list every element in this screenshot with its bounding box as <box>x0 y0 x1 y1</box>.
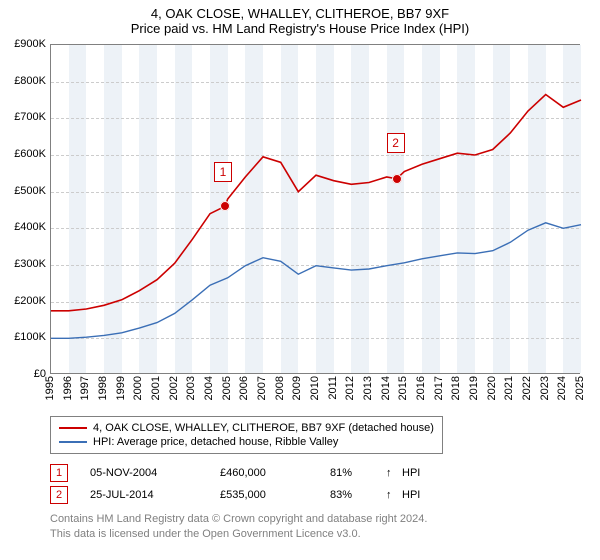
chart-xtick-label: 2009 <box>291 376 303 400</box>
chart-marker-point <box>392 174 402 184</box>
chart-xtick-label: 2010 <box>309 376 321 400</box>
footer-line-2: This data is licensed under the Open Gov… <box>50 527 427 542</box>
legend-item: HPI: Average price, detached house, Ribb… <box>59 435 434 449</box>
chart-plot: 12 <box>50 44 580 374</box>
chart-ytick-label: £200K <box>2 295 46 307</box>
chart-xtick-label: 2011 <box>327 376 339 400</box>
arrow-up-icon: ↑ <box>386 467 402 479</box>
footer-line-1: Contains HM Land Registry data © Crown c… <box>50 512 427 527</box>
chart-xtick-label: 1995 <box>44 376 56 400</box>
chart-xtick-label: 2006 <box>238 376 250 400</box>
page-title: 4, OAK CLOSE, WHALLEY, CLITHEROE, BB7 9X… <box>0 0 600 21</box>
transaction-index: 2 <box>50 486 68 504</box>
transaction-table: 1 05-NOV-2004£460,00081%↑HPI 2 25-JUL-2014£… <box>50 462 420 506</box>
footer: Contains HM Land Registry data © Crown c… <box>50 512 427 542</box>
chart-xtick-label: 2014 <box>380 376 392 400</box>
chart-marker-point <box>220 201 230 211</box>
chart-xtick-label: 2013 <box>362 376 374 400</box>
chart-xtick-label: 2023 <box>539 376 551 400</box>
chart-ytick-label: £600K <box>2 148 46 160</box>
transaction-price: £460,000 <box>220 467 330 479</box>
chart-xtick-label: 2020 <box>486 376 498 400</box>
chart-lines <box>51 45 581 375</box>
chart-xtick-label: 2005 <box>221 376 233 400</box>
chart-ytick-label: £0 <box>2 368 46 380</box>
chart-xtick-label: 1997 <box>79 376 91 400</box>
chart-xtick-label: 2019 <box>468 376 480 400</box>
chart-xtick-label: 2022 <box>521 376 533 400</box>
chart-xtick-label: 2017 <box>433 376 445 400</box>
chart-xtick-label: 2016 <box>415 376 427 400</box>
chart-xtick-label: 2000 <box>132 376 144 400</box>
legend-item: 4, OAK CLOSE, WHALLEY, CLITHEROE, BB7 9X… <box>59 421 434 435</box>
transaction-date: 25-JUL-2014 <box>90 489 220 501</box>
transaction-index: 1 <box>50 464 68 482</box>
chart-series-hpi <box>51 223 581 338</box>
legend-label: 4, OAK CLOSE, WHALLEY, CLITHEROE, BB7 9X… <box>93 422 434 434</box>
chart-xtick-label: 2018 <box>450 376 462 400</box>
transaction-row: 1 05-NOV-2004£460,00081%↑HPI <box>50 462 420 484</box>
chart-series-subject <box>51 95 581 311</box>
chart-ytick-label: £100K <box>2 331 46 343</box>
transaction-price: £535,000 <box>220 489 330 501</box>
chart-ytick-label: £900K <box>2 38 46 50</box>
transaction-row: 2 25-JUL-2014£535,00083%↑HPI <box>50 484 420 506</box>
transaction-vs: HPI <box>402 489 420 501</box>
chart-ytick-label: £700K <box>2 111 46 123</box>
chart-marker-callout: 2 <box>387 133 405 153</box>
chart-ytick-label: £500K <box>2 185 46 197</box>
transaction-pct: 83% <box>330 489 386 501</box>
chart-xtick-label: 2008 <box>274 376 286 400</box>
chart-xtick-label: 1996 <box>62 376 74 400</box>
legend-label: HPI: Average price, detached house, Ribb… <box>93 436 338 448</box>
page-subtitle: Price paid vs. HM Land Registry's House … <box>0 21 600 40</box>
transaction-vs: HPI <box>402 467 420 479</box>
chart-xtick-label: 2003 <box>185 376 197 400</box>
chart-xtick-label: 2012 <box>344 376 356 400</box>
chart-xtick-label: 2002 <box>168 376 180 400</box>
transaction-pct: 81% <box>330 467 386 479</box>
chart-ytick-label: £800K <box>2 75 46 87</box>
legend: 4, OAK CLOSE, WHALLEY, CLITHEROE, BB7 9X… <box>50 416 443 454</box>
chart-xtick-label: 2004 <box>203 376 215 400</box>
chart-xtick-label: 1998 <box>97 376 109 400</box>
chart-xtick-label: 2024 <box>556 376 568 400</box>
legend-swatch <box>59 427 87 429</box>
chart-xtick-label: 1999 <box>115 376 127 400</box>
chart-xtick-label: 2025 <box>574 376 586 400</box>
chart-xtick-label: 2007 <box>256 376 268 400</box>
chart-xtick-label: 2021 <box>503 376 515 400</box>
chart-xtick-label: 2001 <box>150 376 162 400</box>
chart-ytick-label: £400K <box>2 221 46 233</box>
arrow-up-icon: ↑ <box>386 489 402 501</box>
legend-swatch <box>59 441 87 443</box>
chart-xtick-label: 2015 <box>397 376 409 400</box>
transaction-date: 05-NOV-2004 <box>90 467 220 479</box>
chart: 12 £0£100K£200K£300K£400K£500K£600K£700K… <box>50 44 580 374</box>
chart-marker-callout: 1 <box>214 162 232 182</box>
chart-ytick-label: £300K <box>2 258 46 270</box>
